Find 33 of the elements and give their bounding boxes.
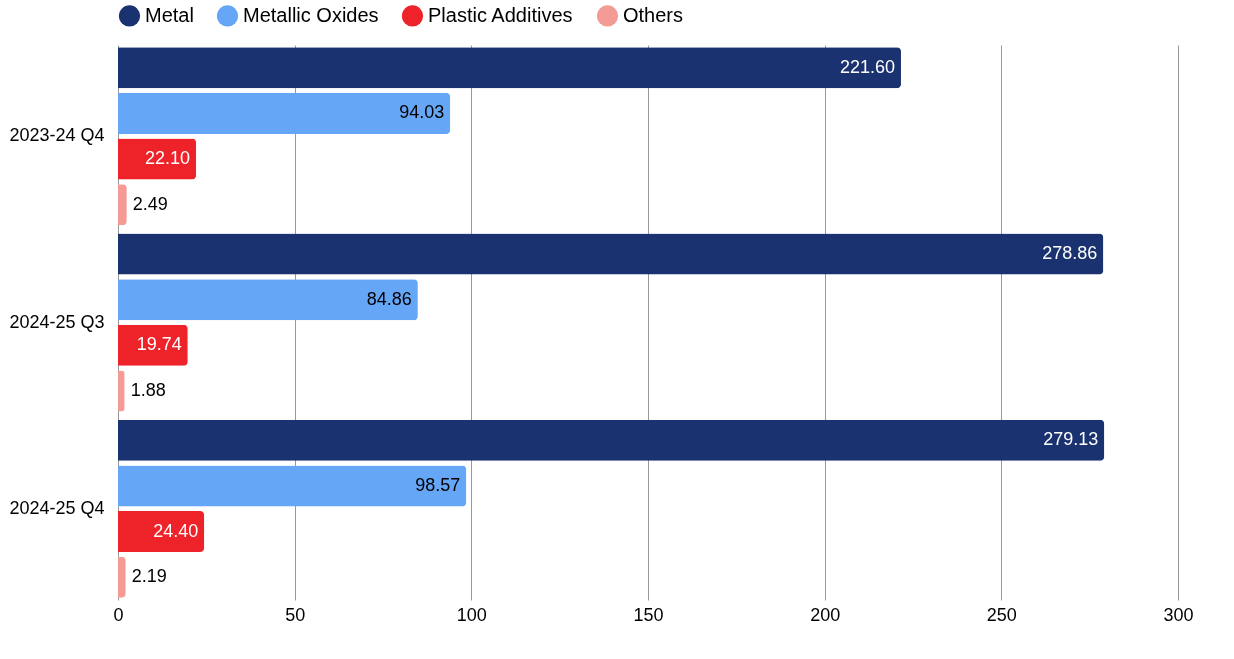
y-tick-label: 2024-25 Q3 [9, 311, 105, 332]
x-tick-label: 300 [1163, 604, 1194, 625]
data-label: 221.60 [839, 56, 895, 77]
legend-label: Plastic Additives [428, 3, 573, 26]
data-label: 22.10 [145, 148, 191, 169]
legend-label: Metallic Oxides [243, 3, 379, 26]
bar [118, 92, 451, 134]
bar [118, 419, 1105, 461]
bar [118, 47, 901, 89]
x-tick-label: 200 [810, 604, 841, 625]
x-tick-label: 50 [285, 604, 306, 625]
data-label: 1.88 [130, 379, 166, 400]
data-label: 19.74 [136, 334, 182, 355]
data-label: 2.19 [131, 566, 167, 587]
data-label: 2.49 [132, 193, 168, 214]
x-tick-label: 150 [633, 604, 664, 625]
bar [118, 511, 205, 553]
legend-label: Metal [145, 3, 194, 26]
data-label: 98.57 [415, 474, 461, 495]
x-tick-label: 0 [113, 604, 124, 625]
bar [118, 279, 418, 321]
x-tick-label: 100 [456, 604, 487, 625]
x-tick-label: 250 [986, 604, 1017, 625]
data-label: 279.13 [1043, 429, 1099, 450]
y-tick-label: 2023-24 Q4 [9, 125, 105, 146]
data-label: 24.40 [153, 520, 199, 541]
y-tick-label: 2024-25 Q4 [9, 497, 105, 518]
data-label: 84.86 [366, 288, 412, 309]
bar [118, 233, 1104, 275]
bar [118, 465, 467, 507]
data-label: 94.03 [399, 102, 445, 123]
data-label: 278.86 [1042, 243, 1098, 264]
legend-label: Others [623, 3, 684, 26]
